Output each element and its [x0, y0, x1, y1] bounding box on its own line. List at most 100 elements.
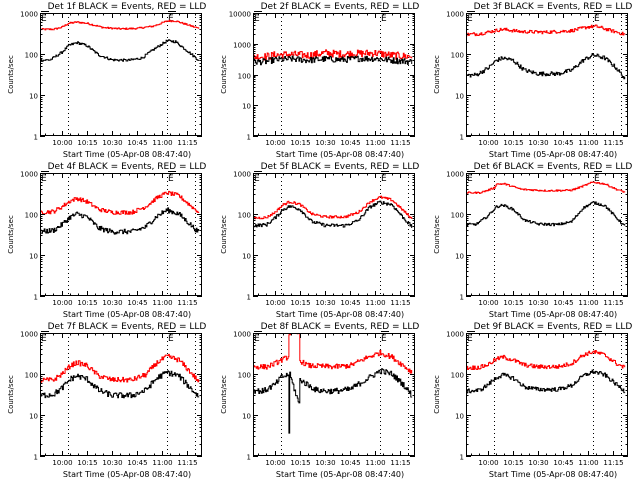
x-tick-label: 10:15	[503, 299, 523, 307]
lld-series-line	[466, 24, 626, 37]
events-series-line	[466, 369, 626, 394]
detector-panel-3: Det 3f BLACK = Events, RED = LLD Counts/s…	[426, 0, 639, 160]
event-marker-label: E	[467, 334, 473, 344]
events-series-line	[40, 370, 200, 399]
x-tick-label: 11:15	[177, 459, 197, 467]
x-axis-label: Start Time (05-Apr-08 08:47:40)	[489, 470, 617, 479]
detector-panel-2: Det 2f BLACK = Events, RED = LLD Counts/s…	[213, 0, 426, 160]
chart-title: Det 6f BLACK = Events, RED = LLD	[474, 162, 633, 172]
event-marker-label: E	[594, 174, 600, 184]
y-tick-label: 1000	[20, 11, 38, 19]
x-tick-label: 10:30	[528, 459, 548, 467]
plot-frame	[253, 333, 415, 456]
x-tick-label: 10:30	[528, 139, 548, 147]
y-tick-label: 10	[242, 413, 251, 421]
y-tick-label: 10000	[229, 11, 251, 19]
chart-title: Det 9f BLACK = Events, RED = LLD	[474, 322, 633, 332]
x-tick-label: 10:30	[315, 459, 335, 467]
y-tick-label: 1	[34, 454, 38, 462]
detector-panel-6: Det 6f BLACK = Events, RED = LLD Counts/s…	[426, 160, 639, 320]
x-tick-label: 10:00	[478, 299, 498, 307]
x-tick-label: 10:30	[315, 139, 335, 147]
y-tick-label: 1000	[233, 171, 251, 179]
lld-series-line	[253, 49, 413, 61]
x-tick-label: 10:00	[478, 139, 498, 147]
y-tick-label: 100	[25, 52, 38, 60]
lld-series-line	[253, 333, 413, 374]
detector-panel-7: Det 7f BLACK = Events, RED = LLD Counts/s…	[0, 320, 213, 480]
x-tick-label: 10:45	[553, 299, 573, 307]
events-series-line	[466, 53, 626, 80]
plot-frame	[253, 173, 415, 296]
y-tick-label: 10	[242, 103, 251, 111]
y-tick-label: 10	[29, 413, 38, 421]
y-tick-label: 100	[238, 372, 251, 380]
chart-svg: Det 5f BLACK = Events, RED = LLD Counts/s…	[220, 162, 420, 319]
x-tick-label: 11:15	[390, 459, 410, 467]
chart-svg: Det 8f BLACK = Events, RED = LLD Counts/s…	[220, 322, 419, 479]
x-axis-label: Start Time (05-Apr-08 08:47:40)	[489, 310, 617, 319]
event-marker-label: E	[594, 334, 600, 344]
chart-title: Det 2f BLACK = Events, RED = LLD	[261, 2, 420, 12]
detector-panel-8: Det 8f BLACK = Events, RED = LLD Counts/s…	[213, 320, 426, 480]
y-tick-label: 10	[455, 413, 464, 421]
x-tick-label: 10:45	[340, 459, 360, 467]
x-tick-label: 10:45	[340, 139, 360, 147]
y-tick-label: 1000	[446, 171, 464, 179]
x-tick-label: 11:15	[177, 299, 197, 307]
event-marker-label: E	[254, 14, 260, 24]
event-marker-label: E	[467, 174, 473, 184]
chart-title: Det 5f BLACK = Events, RED = LLD	[261, 162, 420, 172]
y-tick-label: 10	[455, 93, 464, 101]
x-tick-label: 10:00	[52, 459, 72, 467]
chart-svg: Det 1f BLACK = Events, RED = LLD Counts/s…	[7, 2, 206, 159]
x-tick-label: 10:30	[528, 299, 548, 307]
x-tick-label: 11:00	[365, 459, 385, 467]
x-tick-label: 11:00	[578, 139, 598, 147]
events-series-line	[253, 368, 413, 434]
x-tick-label: 11:15	[603, 459, 623, 467]
event-marker-label: E	[41, 174, 47, 184]
y-tick-label: 10	[29, 93, 38, 101]
x-tick-label: 10:00	[52, 299, 72, 307]
y-axis-label: Counts/sec	[7, 215, 15, 254]
x-tick-label: 10:15	[77, 299, 97, 307]
event-marker-label: E	[381, 334, 387, 344]
x-tick-label: 10:15	[503, 139, 523, 147]
y-tick-label: 1000	[20, 331, 38, 339]
y-tick-label: 100	[451, 212, 464, 220]
x-tick-label: 11:00	[152, 459, 172, 467]
x-tick-label: 10:45	[340, 299, 360, 307]
x-tick-label: 10:30	[102, 459, 122, 467]
x-axis-label: Start Time (05-Apr-08 08:47:40)	[63, 470, 191, 479]
x-tick-label: 11:00	[365, 139, 385, 147]
y-tick-label: 1000	[446, 331, 464, 339]
event-marker-label: E	[467, 14, 473, 24]
y-tick-label: 1000	[446, 11, 464, 19]
x-tick-label: 10:00	[265, 459, 285, 467]
chart-title: Det 3f BLACK = Events, RED = LLD	[474, 2, 633, 12]
y-axis-label: Counts/sec	[220, 215, 228, 254]
x-tick-label: 10:15	[77, 139, 97, 147]
chart-svg: Det 7f BLACK = Events, RED = LLD Counts/s…	[7, 322, 206, 479]
y-tick-label: 10	[29, 253, 38, 261]
event-marker-label: E	[594, 14, 600, 24]
x-tick-label: 10:15	[290, 459, 310, 467]
detector-panel-4: Det 4f BLACK = Events, RED = LLD Counts/s…	[0, 160, 213, 320]
x-tick-label: 11:00	[152, 139, 172, 147]
y-tick-label: 1000	[233, 42, 251, 50]
plot-frame	[253, 13, 415, 136]
chart-svg: Det 3f BLACK = Events, RED = LLD Counts/s…	[433, 2, 633, 159]
x-axis-label: Start Time (05-Apr-08 08:47:40)	[276, 150, 404, 159]
x-tick-label: 11:15	[390, 299, 410, 307]
event-marker-label: E	[41, 14, 47, 24]
event-marker-label: E	[168, 334, 174, 344]
x-tick-label: 10:45	[553, 139, 573, 147]
y-axis-label: Counts/sec	[7, 375, 15, 414]
x-tick-label: 11:00	[578, 299, 598, 307]
y-tick-label: 100	[25, 212, 38, 220]
x-tick-label: 10:00	[52, 139, 72, 147]
x-tick-label: 10:45	[127, 299, 147, 307]
x-tick-label: 11:00	[365, 299, 385, 307]
